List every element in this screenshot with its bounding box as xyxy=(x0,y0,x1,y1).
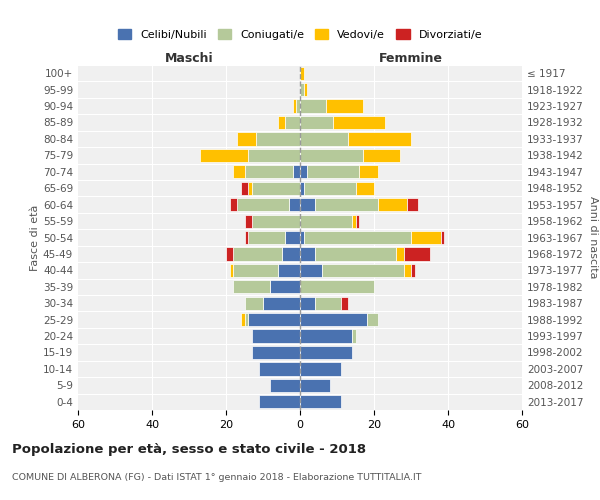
Bar xyxy=(300,66,304,80)
Bar xyxy=(245,296,263,310)
Text: Femmine: Femmine xyxy=(379,52,443,65)
Bar xyxy=(285,231,300,244)
Bar xyxy=(404,248,430,260)
Bar xyxy=(326,100,363,112)
Bar xyxy=(367,313,378,326)
Bar xyxy=(241,313,245,326)
Bar xyxy=(259,395,300,408)
Bar xyxy=(233,165,245,178)
Bar xyxy=(363,149,400,162)
Text: COMUNE DI ALBERONA (FG) - Dati ISTAT 1° gennaio 2018 - Elaborazione TUTTITALIA.I: COMUNE DI ALBERONA (FG) - Dati ISTAT 1° … xyxy=(12,472,421,482)
Bar xyxy=(300,83,304,96)
Bar xyxy=(248,313,300,326)
Legend: Celibi/Nubili, Coniugati/e, Vedovi/e, Divorziati/e: Celibi/Nubili, Coniugati/e, Vedovi/e, Di… xyxy=(115,26,485,43)
Bar xyxy=(300,165,307,178)
Bar xyxy=(256,132,300,145)
Bar xyxy=(300,264,322,277)
Bar xyxy=(252,214,300,228)
Bar xyxy=(348,132,411,145)
Bar xyxy=(300,182,304,195)
Bar xyxy=(252,330,300,342)
Bar xyxy=(237,198,289,211)
Bar xyxy=(281,248,300,260)
Bar xyxy=(248,231,285,244)
Text: Popolazione per età, sesso e stato civile - 2018: Popolazione per età, sesso e stato civil… xyxy=(12,442,366,456)
Bar xyxy=(233,248,281,260)
Bar xyxy=(378,198,407,211)
Bar xyxy=(300,198,315,211)
Bar xyxy=(293,100,296,112)
Bar xyxy=(411,231,440,244)
Bar xyxy=(252,182,300,195)
Bar xyxy=(300,395,341,408)
Bar xyxy=(440,231,444,244)
Bar xyxy=(285,116,300,129)
Bar xyxy=(304,182,355,195)
Bar xyxy=(315,198,378,211)
Bar xyxy=(300,214,352,228)
Bar xyxy=(248,149,300,162)
Bar xyxy=(245,313,248,326)
Bar xyxy=(300,231,304,244)
Bar xyxy=(230,264,233,277)
Y-axis label: Anni di nascita: Anni di nascita xyxy=(587,196,598,279)
Bar xyxy=(289,198,300,211)
Bar xyxy=(359,165,378,178)
Bar xyxy=(352,214,355,228)
Bar xyxy=(271,379,300,392)
Bar xyxy=(355,182,374,195)
Bar xyxy=(300,313,367,326)
Bar xyxy=(300,379,329,392)
Bar xyxy=(300,280,374,293)
Bar xyxy=(226,248,233,260)
Bar xyxy=(304,231,411,244)
Bar xyxy=(200,149,248,162)
Y-axis label: Fasce di età: Fasce di età xyxy=(30,204,40,270)
Bar xyxy=(404,264,411,277)
Bar xyxy=(396,248,404,260)
Bar xyxy=(355,214,359,228)
Bar xyxy=(322,264,404,277)
Bar xyxy=(233,280,271,293)
Bar xyxy=(263,296,300,310)
Bar xyxy=(307,165,359,178)
Bar xyxy=(315,248,396,260)
Bar xyxy=(252,346,300,359)
Bar xyxy=(245,214,252,228)
Bar xyxy=(296,100,300,112)
Bar xyxy=(293,165,300,178)
Bar xyxy=(300,248,315,260)
Bar xyxy=(304,83,307,96)
Bar xyxy=(352,330,355,342)
Bar xyxy=(300,296,315,310)
Bar xyxy=(233,264,278,277)
Bar xyxy=(300,132,348,145)
Bar xyxy=(241,182,248,195)
Bar xyxy=(271,280,300,293)
Bar xyxy=(411,264,415,277)
Bar xyxy=(300,149,363,162)
Text: Maschi: Maschi xyxy=(164,52,214,65)
Bar xyxy=(407,198,418,211)
Bar xyxy=(300,346,352,359)
Bar xyxy=(334,116,385,129)
Bar xyxy=(300,362,341,376)
Bar xyxy=(278,264,300,277)
Bar xyxy=(278,116,285,129)
Bar xyxy=(300,330,352,342)
Bar xyxy=(248,182,252,195)
Bar xyxy=(259,362,300,376)
Bar xyxy=(237,132,256,145)
Bar xyxy=(245,165,293,178)
Bar xyxy=(300,116,334,129)
Bar xyxy=(300,100,326,112)
Bar xyxy=(230,198,237,211)
Bar xyxy=(315,296,341,310)
Bar xyxy=(341,296,348,310)
Bar xyxy=(245,231,248,244)
